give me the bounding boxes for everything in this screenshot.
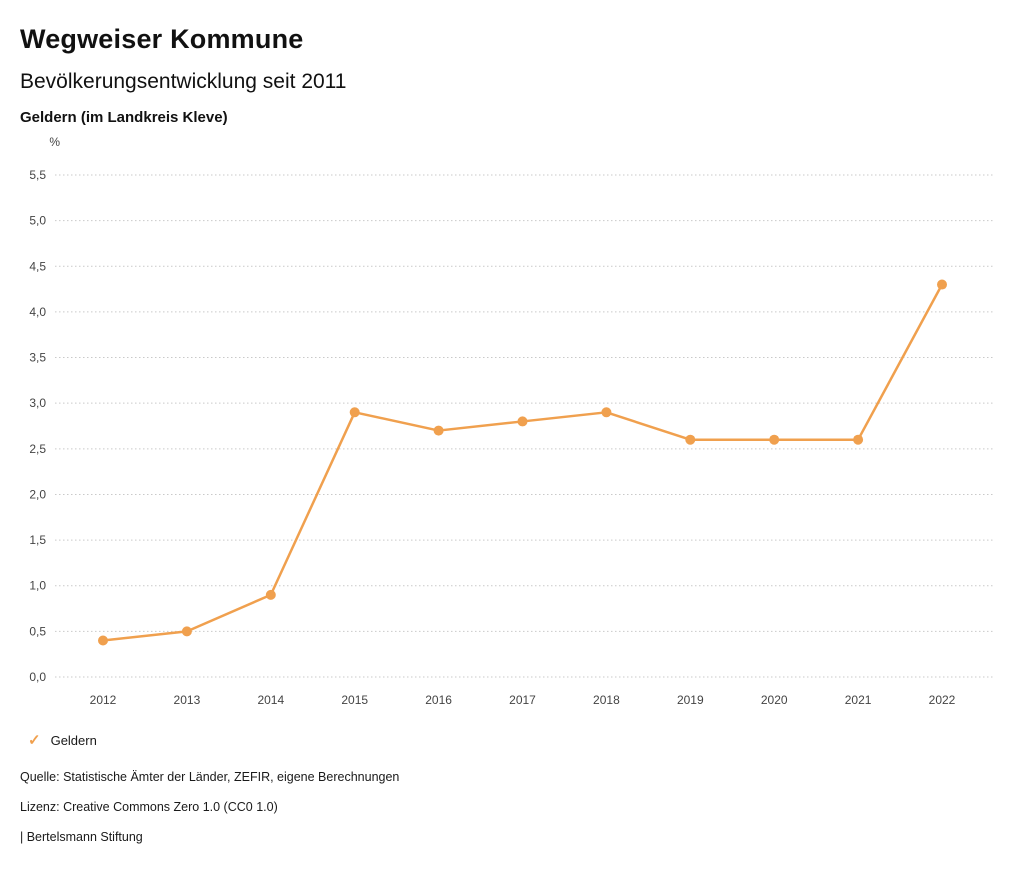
x-tick-label: 2017 <box>509 693 536 707</box>
attribution-note: | Bertelsmann Stiftung <box>20 830 143 844</box>
chart-title: Bevölkerungsentwicklung seit 2011 <box>20 70 347 93</box>
data-point-marker[interactable] <box>853 434 864 445</box>
series-line <box>101 283 944 642</box>
x-tick-label: 2015 <box>341 693 368 707</box>
data-point-marker[interactable] <box>517 416 528 427</box>
chart-canvas: % 0,0 0,5 1,0 1,5 2,0 2,5 3,0 3,5 4,0 4,5 5,0 5,5 201… <box>29 135 995 707</box>
data-point-marker[interactable] <box>937 279 947 290</box>
x-tick-label: 2019 <box>677 693 704 707</box>
x-tick-label: 2014 <box>257 693 284 707</box>
line-chart: % 0,0 0,5 1,0 1,5 2,0 2,5 3,0 3,5 4,0 4,5 5,0 5,5 201… <box>20 130 1004 727</box>
y-tick-label: 3,0 <box>29 396 46 410</box>
y-tick-label: 2,5 <box>29 442 46 456</box>
y-tick-label: 0,5 <box>29 624 46 638</box>
y-tick-label: 0,0 <box>29 670 46 684</box>
y-tick-label: 5,0 <box>29 214 46 228</box>
data-point-marker[interactable] <box>685 434 696 445</box>
license-note: Lizenz: Creative Commons Zero 1.0 (CC0 1… <box>20 800 278 814</box>
x-tick-label: 2012 <box>90 693 117 707</box>
source-note: Quelle: Statistische Ämter der Länder, Z… <box>20 770 400 784</box>
data-point-marker[interactable] <box>265 589 276 600</box>
data-point-marker[interactable] <box>349 407 360 418</box>
page-title: Wegweiser Kommune <box>20 24 304 54</box>
y-tick-label: 4,0 <box>29 305 46 319</box>
x-tick-label: 2013 <box>174 693 201 707</box>
legend-series-label: Geldern <box>50 733 97 748</box>
chart-location-subtitle: Geldern (im Landkreis Kleve) <box>20 109 228 126</box>
x-tick-label: 2018 <box>593 693 620 707</box>
chart-legend[interactable]: ✓ Geldern <box>28 733 1004 748</box>
y-tick-label: 3,5 <box>29 351 46 365</box>
y-tick-label: 1,0 <box>29 579 46 593</box>
x-tick-label: 2022 <box>929 693 956 707</box>
data-point-marker[interactable] <box>181 626 192 637</box>
y-axis-unit-label: % <box>49 135 60 149</box>
data-point-marker[interactable] <box>769 434 780 445</box>
data-point-marker[interactable] <box>433 425 444 436</box>
legend-check-icon: ✓ <box>28 732 41 749</box>
report-page: Wegweiser Kommune Bevölkerungsentwicklun… <box>20 24 1004 844</box>
x-tick-label: 2021 <box>845 693 872 707</box>
x-tick-label: 2016 <box>425 693 452 707</box>
y-tick-label: 1,5 <box>29 533 46 547</box>
data-point-marker[interactable] <box>601 407 612 418</box>
y-tick-label: 5,5 <box>29 168 46 182</box>
chart-footer: Quelle: Statistische Ämter der Länder, Z… <box>20 770 1004 844</box>
x-tick-label: 2020 <box>761 693 788 707</box>
data-point-marker[interactable] <box>98 635 108 646</box>
y-tick-label: 2,0 <box>29 487 46 501</box>
y-tick-label: 4,5 <box>29 259 46 273</box>
